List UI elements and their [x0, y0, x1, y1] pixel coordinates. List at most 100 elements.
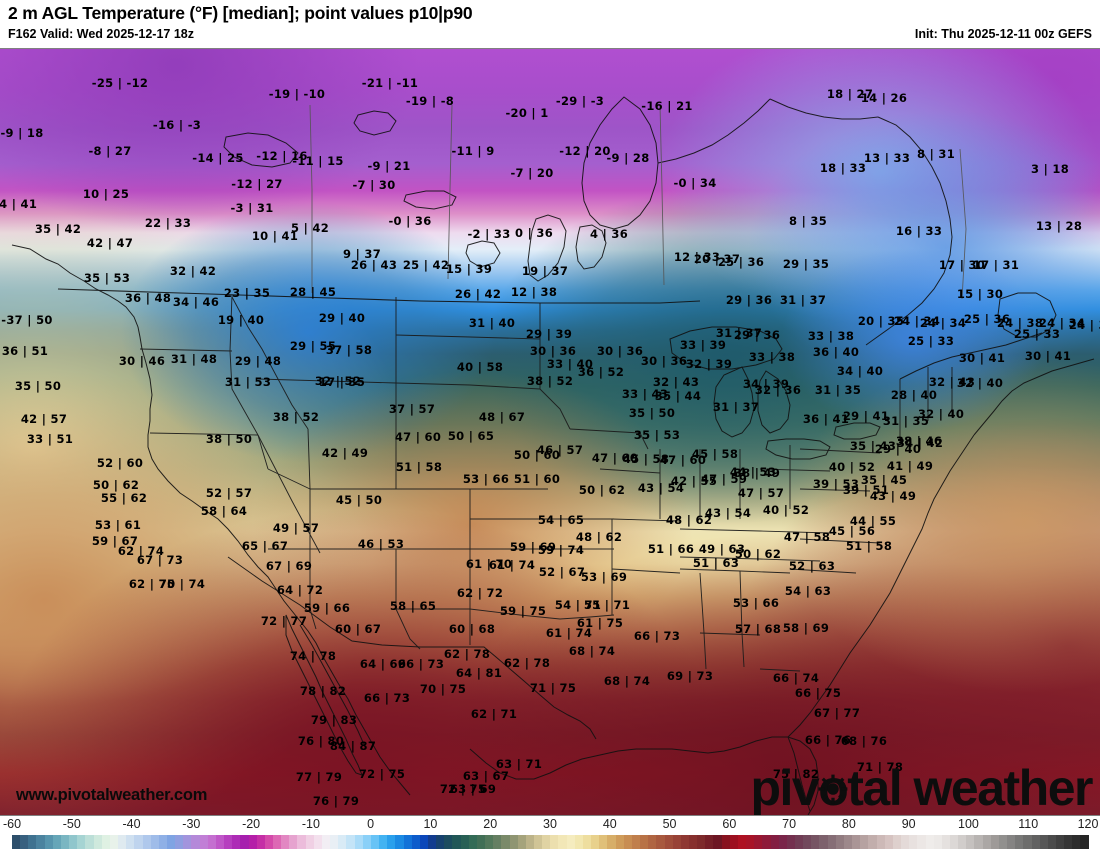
colorbar-cell	[786, 835, 795, 849]
colorbar-cell	[868, 835, 877, 849]
colorbar-cell	[240, 835, 249, 849]
colorbar-cell	[93, 835, 102, 849]
colorbar-cell	[754, 835, 763, 849]
colorbar-cell	[558, 835, 567, 849]
colorbar-cell	[688, 835, 698, 849]
colorbar-cell	[370, 835, 380, 849]
colorbar-cell	[1056, 835, 1065, 849]
init-time-label: Init: Thu 2025-12-11 00z GEFS	[914, 27, 1092, 41]
watermark-text-3: tal weather	[847, 760, 1093, 816]
colorbar-cell	[476, 835, 486, 849]
header-bar: 2 m AGL Temperature (°F) [median]; point…	[0, 0, 1100, 48]
colorbar-cell	[69, 835, 78, 849]
map-raster	[0, 49, 1100, 815]
colorbar-cell	[982, 835, 991, 849]
colorbar-cell	[892, 835, 902, 849]
colorbar-cell	[1007, 835, 1016, 849]
colorbar-tick-label: 120	[1077, 817, 1099, 831]
gear-sun-icon	[818, 774, 848, 804]
colorbar-cell	[909, 835, 918, 849]
colorbar-cell	[778, 835, 787, 849]
colorbar-cell	[697, 835, 706, 849]
colorbar-cell	[321, 835, 331, 849]
colorbar-cell	[183, 835, 192, 849]
coastlines-layer	[11, 96, 1095, 815]
colorbar-cell	[925, 835, 934, 849]
colorbar-cell	[884, 835, 893, 849]
colorbar-cell	[175, 835, 184, 849]
colorbar-cell	[721, 835, 730, 849]
colorbar-cell	[273, 835, 282, 849]
colorbar-cell	[485, 835, 494, 849]
colorbar-cell	[525, 835, 534, 849]
colorbar-tick-label: 40	[602, 817, 617, 831]
colorbar-cell	[134, 835, 143, 849]
colorbar-cell	[395, 835, 404, 849]
colorbar-cell	[542, 835, 551, 849]
colorbar-cell	[737, 835, 747, 849]
colorbar-cell	[28, 835, 37, 849]
colorbar-cell	[142, 835, 151, 849]
colorbar-tick-label: 90	[901, 817, 916, 831]
colorbar-cell	[534, 835, 543, 849]
colorbar-cell	[150, 835, 159, 849]
colorbar-cell	[427, 835, 437, 849]
site-url-watermark: www.pivotalweather.com	[16, 786, 208, 804]
colorbar-cell	[607, 835, 616, 849]
colorbar-tick-label: -20	[242, 817, 261, 831]
colorbar-cell	[852, 835, 861, 849]
colorbar-cell	[248, 835, 257, 849]
colorbar-cell	[990, 835, 999, 849]
colorbar-tick-label: 60	[722, 817, 737, 831]
colorbar-cell	[232, 835, 241, 849]
colorbar-cell	[305, 835, 314, 849]
colorbar-cell	[917, 835, 926, 849]
colorbar-cell	[656, 835, 665, 849]
colorbar-cell	[468, 835, 477, 849]
colorbar-cell	[615, 835, 624, 849]
colorbar-cell	[1080, 835, 1089, 849]
colorbar-cell	[770, 835, 779, 849]
colorbar-tick-label: -60	[2, 817, 22, 831]
colorbar-cell	[109, 835, 119, 849]
colorbar-cell	[44, 835, 53, 849]
colorbar-cell	[1072, 835, 1081, 849]
colorbar-cell	[517, 835, 526, 849]
colorbar-tick-label: 0	[367, 817, 375, 831]
colorbar-tick-label: 50	[662, 817, 677, 831]
colorbar-cell	[52, 835, 61, 849]
colorbar-cell	[452, 835, 461, 849]
colorbar-cell	[1064, 835, 1073, 849]
colorbar-cell	[729, 835, 738, 849]
colorbar-cell	[941, 835, 950, 849]
colorbar-cell	[933, 835, 942, 849]
colorbar-cell	[20, 835, 29, 849]
colorbar-cell	[354, 835, 363, 849]
colorbar-cell	[101, 835, 110, 849]
colorbar-cell	[811, 835, 820, 849]
colorbar[interactable]: -60 -50 -40 -30 -20 -10 0 10 20 30 40 50 60 70 80 90 100…	[0, 817, 1100, 850]
colorbar-cell	[224, 835, 233, 849]
colorbar-tick-label: 30	[543, 817, 557, 831]
colorbar-cell	[338, 835, 347, 849]
colorbar-cell	[958, 835, 967, 849]
colorbar-tick-label: -30	[182, 817, 201, 831]
colorbar-cell	[746, 835, 755, 849]
colorbar-cell	[460, 835, 469, 849]
watermark-o-with-gear: o	[818, 763, 849, 813]
colorbar-cell	[77, 835, 86, 849]
colorbar-cell	[509, 835, 518, 849]
colorbar-cell	[705, 835, 714, 849]
colorbar-cell	[843, 835, 853, 849]
colorbar-tick-label: 70	[782, 817, 797, 831]
colorbar-cell	[591, 835, 600, 849]
colorbar-cell	[158, 835, 167, 849]
colorbar-cell	[36, 835, 45, 849]
page-title: 2 m AGL Temperature (°F) [median]; point…	[8, 3, 473, 23]
colorbar-tick-label: 20	[483, 817, 498, 831]
colorbar-cell	[215, 835, 225, 849]
colorbar-cell	[672, 835, 681, 849]
valid-time-label: F162 Valid: Wed 2025-12-17 18z	[8, 27, 194, 41]
colorbar-cell	[860, 835, 869, 849]
